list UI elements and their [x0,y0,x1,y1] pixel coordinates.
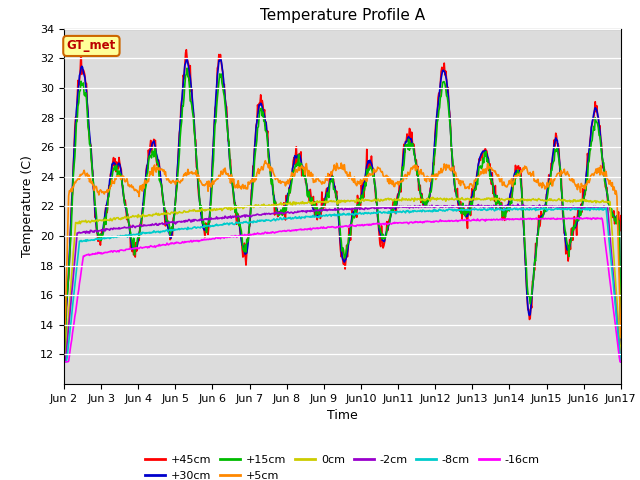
+15cm [428,189,435,195]
-8cm [426,208,434,214]
+15cm [617,324,625,330]
-16cm [214,234,221,240]
+45cm [128,249,136,254]
+45cm [428,172,436,178]
+15cm [185,75,193,81]
0cm [429,194,436,200]
-8cm [596,205,604,211]
0cm [426,198,434,204]
0cm [184,209,192,215]
-16cm [410,219,418,225]
-16cm [184,239,192,245]
+5cm [60,359,68,365]
-2cm [127,224,135,229]
+15cm [60,359,68,365]
-8cm [184,225,192,230]
+30cm [184,61,192,67]
+30cm [70,149,78,155]
-16cm [70,320,78,325]
0cm [60,359,68,365]
+5cm [411,162,419,168]
+30cm [428,182,435,188]
Line: +15cm: +15cm [64,68,621,362]
Y-axis label: Temperature (C): Temperature (C) [22,156,35,257]
+30cm [127,240,135,246]
+45cm [186,78,193,84]
-2cm [617,359,625,365]
-8cm [214,222,221,228]
Title: Temperature Profile A: Temperature Profile A [260,9,425,24]
+5cm [184,167,192,172]
Line: -8cm: -8cm [64,208,621,362]
+15cm [411,153,419,159]
0cm [214,207,221,213]
-16cm [617,359,625,365]
+5cm [127,182,135,188]
-2cm [70,265,78,271]
-2cm [426,204,434,210]
-8cm [617,359,625,365]
0cm [70,242,78,248]
+5cm [428,175,435,180]
X-axis label: Time: Time [327,409,358,422]
0cm [617,352,625,358]
+30cm [60,359,68,365]
-2cm [514,201,522,207]
+30cm [411,153,419,159]
-2cm [184,218,192,224]
+5cm [70,182,78,188]
-16cm [127,246,135,252]
+45cm [182,47,190,53]
+30cm [216,56,224,62]
+45cm [617,213,625,218]
0cm [127,215,135,220]
-16cm [577,215,584,221]
Line: -16cm: -16cm [64,218,621,362]
+30cm [214,73,221,79]
+15cm [183,65,191,71]
-8cm [60,359,68,365]
+15cm [214,87,222,93]
Text: GT_met: GT_met [67,39,116,52]
+45cm [60,313,68,319]
-8cm [410,208,418,214]
+45cm [71,125,79,131]
+45cm [412,157,419,163]
Line: -2cm: -2cm [64,204,621,362]
+5cm [214,176,221,181]
+45cm [61,317,69,323]
+5cm [617,335,625,340]
-2cm [214,216,221,222]
Line: 0cm: 0cm [64,197,621,362]
Line: +30cm: +30cm [64,59,621,362]
-8cm [127,231,135,237]
-16cm [60,359,68,365]
+30cm [617,341,625,347]
+45cm [215,52,223,58]
0cm [410,198,418,204]
Legend: +45cm, +30cm, +15cm, +5cm, 0cm, -2cm, -8cm, -16cm: +45cm, +30cm, +15cm, +5cm, 0cm, -2cm, -8… [141,451,544,480]
-2cm [410,204,418,210]
+15cm [127,236,135,241]
+15cm [70,163,78,168]
Line: +45cm: +45cm [64,50,621,320]
Line: +5cm: +5cm [64,161,621,362]
-8cm [70,289,78,295]
+5cm [262,158,269,164]
-2cm [60,359,68,365]
-16cm [426,219,434,225]
